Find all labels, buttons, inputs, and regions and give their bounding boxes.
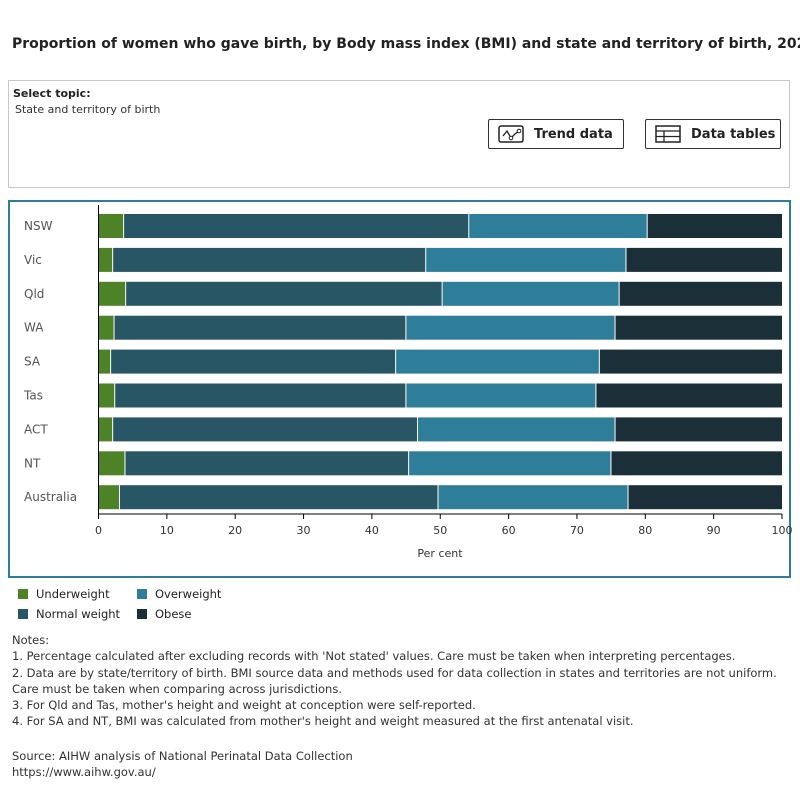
trend-line-icon [498, 125, 524, 143]
bar-segment-normal-weight [125, 451, 409, 476]
x-tick-label: 90 [707, 524, 721, 537]
topic-select[interactable]: State and territory of birth [15, 103, 161, 116]
x-tick-label: 80 [638, 524, 652, 537]
bar-segment-normal-weight [111, 349, 396, 374]
bar-segment-obese [628, 485, 782, 510]
x-tick-label: 50 [433, 524, 447, 537]
legend-swatch [18, 609, 28, 619]
legend-label: Underweight [36, 587, 110, 601]
chart-title: Proportion of women who gave birth, by B… [12, 36, 800, 52]
bar-segment-overweight [409, 451, 611, 476]
table-icon [655, 125, 681, 143]
category-label: Tas [23, 389, 43, 403]
bar-segment-obese [626, 247, 782, 272]
bar-segment-overweight [469, 214, 647, 238]
legend-swatch [137, 589, 147, 599]
topic-label: Select topic: [13, 87, 91, 100]
source: Source: AIHW analysis of National Perina… [12, 748, 353, 781]
note-item: 4. For SA and NT, BMI was calculated fro… [12, 714, 634, 729]
trend-data-label: Trend data [534, 126, 613, 142]
bar-segment-overweight [438, 485, 628, 510]
x-tick-label: 60 [502, 524, 516, 537]
stacked-bar-chart: NSW Vic Qld WA SA Tas ACT NT Australia 0 10 20 30 40 5… [23, 205, 793, 560]
data-tables-label: Data tables [691, 126, 776, 142]
x-tick-label: 100 [772, 524, 793, 537]
note-item: 2. Data are by state/territory of birth.… [12, 665, 777, 680]
note-item: 1. Percentage calculated after excluding… [12, 649, 736, 664]
bar-segment-normal-weight [113, 247, 426, 272]
notes: Notes: 1. Percentage calculated after ex… [12, 632, 777, 730]
x-axis-title: Per cent [417, 547, 463, 560]
x-tick-label: 70 [570, 524, 584, 537]
bar-segment-obese [596, 383, 782, 408]
category-label: SA [24, 355, 41, 369]
bar-segment-obese [615, 417, 782, 442]
bar-segment-normal-weight [124, 214, 469, 238]
bar-segment-overweight [396, 349, 599, 374]
bar-segment-obese [619, 281, 782, 306]
legend-label: Obese [155, 607, 192, 621]
bar-segment-underweight [98, 451, 125, 476]
legend-label: Normal weight [36, 607, 121, 621]
bar-segment-underweight [98, 349, 111, 374]
legend-item-normal-weight: Normal weight [18, 607, 120, 621]
legend-item-underweight: Underweight [18, 587, 110, 601]
bar-segment-underweight [98, 281, 126, 306]
bar-segment-overweight [442, 281, 619, 306]
category-label: Vic [24, 253, 42, 267]
category-label: ACT [24, 422, 48, 436]
x-tick-label: 30 [297, 524, 311, 537]
trend-data-button[interactable]: Trend data [488, 119, 624, 149]
bar-segment-overweight [426, 247, 626, 272]
legend-swatch [137, 609, 147, 619]
legend-item-obese: Obese [137, 607, 192, 621]
x-tick-label: 40 [365, 524, 379, 537]
bar-segment-overweight [418, 417, 615, 442]
bar-segment-underweight [98, 214, 124, 238]
bar-segment-obese [647, 214, 782, 238]
bar-segment-overweight [406, 315, 615, 340]
x-tick-label: 20 [228, 524, 242, 537]
legend-swatch [18, 589, 28, 599]
bar-segment-normal-weight [120, 485, 438, 510]
bar-segment-normal-weight [115, 383, 406, 408]
bar-segment-normal-weight [113, 417, 418, 442]
x-tick-label: 0 [95, 524, 102, 537]
topic-panel [8, 80, 790, 188]
bar-segment-underweight [98, 383, 115, 408]
notes-heading: Notes: [12, 633, 50, 647]
bar-segment-underweight [98, 247, 113, 272]
bar-segment-normal-weight [126, 281, 442, 306]
x-tick-label: 10 [160, 524, 174, 537]
source-link[interactable]: https://www.aihw.gov.au/ [12, 765, 156, 780]
legend-label: Overweight [155, 587, 222, 601]
bar-segment-underweight [98, 417, 113, 442]
note-item: Care must be taken when comparing across… [12, 681, 342, 696]
bar-segment-underweight [98, 315, 114, 340]
note-item: 3. For Qld and Tas, mother's height and … [12, 698, 476, 713]
category-label: Qld [24, 287, 44, 301]
chart-frame [8, 200, 791, 578]
category-label: WA [24, 321, 44, 335]
legend-item-overweight: Overweight [137, 587, 221, 601]
bar-segment-obese [615, 315, 782, 340]
bar-segment-normal-weight [114, 315, 406, 340]
bar-segment-obese [611, 451, 782, 476]
data-tables-button[interactable]: Data tables [645, 119, 781, 149]
bar-segment-obese [599, 349, 782, 374]
category-label: NSW [24, 219, 53, 233]
category-label: NT [24, 456, 41, 470]
category-label: Australia [24, 490, 77, 504]
bar-segment-underweight [98, 485, 120, 510]
bar-segment-overweight [406, 383, 596, 408]
source-text: Source: AIHW analysis of National Perina… [12, 749, 353, 763]
